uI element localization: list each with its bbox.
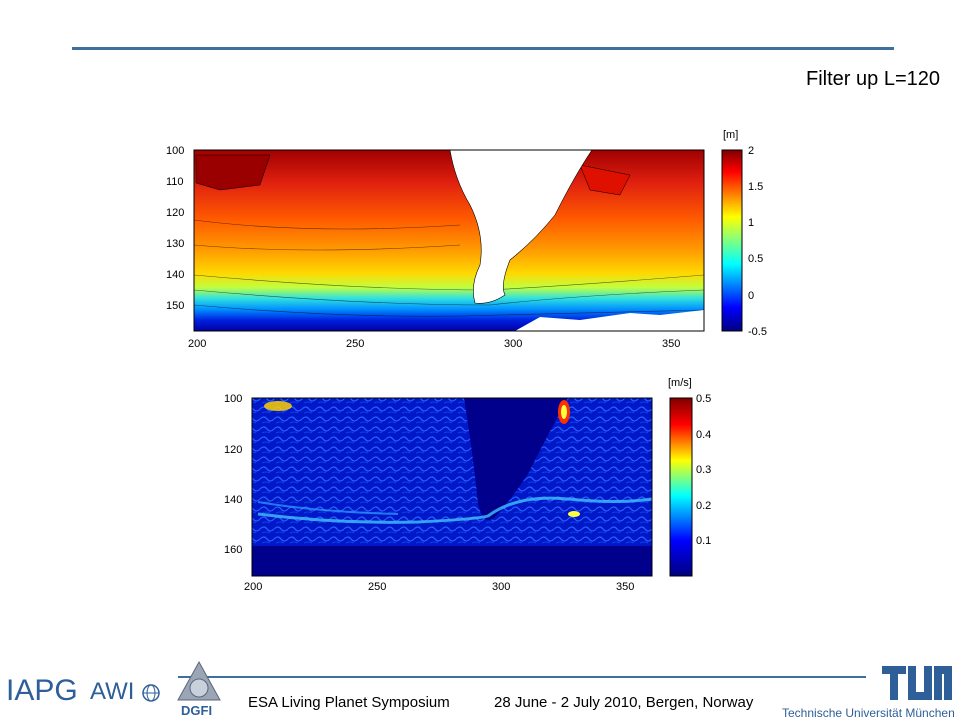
- tum-subtitle: Technische Universität München: [782, 706, 955, 720]
- velocity-axes-frame: [251, 397, 653, 577]
- ssh-map-plot: 100 110 120 130 140 150 200 250 300 350 …: [160, 125, 780, 355]
- footer-dates: 28 June - 2 July 2010, Bergen, Norway: [494, 694, 754, 711]
- velocity-colorbar-tick: 0.3: [696, 464, 711, 476]
- velocity-colorbar-tick: 0.4: [696, 429, 711, 441]
- ssh-colorbar-tick: -0.5: [748, 326, 767, 338]
- ssh-y-tick: 140: [166, 269, 184, 281]
- velocity-y-tick: 140: [224, 494, 242, 506]
- velocity-colorbar-tick: 0.5: [696, 393, 711, 405]
- velocity-colorbar-unit: [m/s]: [668, 377, 692, 389]
- velocity-map-svg: 100 120 140 160 200 250 300 350 [m/s] 0.…: [224, 377, 711, 593]
- velocity-x-tick: 350: [616, 581, 634, 593]
- velocity-x-tick: 300: [492, 581, 510, 593]
- ssh-colorbar-tick: 1.5: [748, 181, 763, 193]
- velocity-colorbar: [669, 397, 693, 577]
- velocity-colorbar-tick: 0.2: [696, 500, 711, 512]
- ssh-x-tick: 200: [188, 338, 206, 350]
- velocity-y-tick: 160: [224, 544, 242, 556]
- awi-logo: AWI: [90, 678, 161, 706]
- ssh-y-tick: 130: [166, 238, 184, 250]
- landmass: [449, 149, 593, 304]
- dgfi-logo-text: DGFI: [181, 703, 212, 718]
- ssh-colorbar-tick: 2: [748, 145, 754, 157]
- ssh-max-region: [195, 154, 271, 191]
- ssh-y-tick: 120: [166, 207, 184, 219]
- slide-title: Filter up L=120: [806, 68, 940, 90]
- awi-logo-text: AWI: [90, 678, 135, 705]
- ssh-colorbar-tick: 0: [748, 290, 754, 302]
- ssh-colorbar-tick: 1: [748, 217, 754, 229]
- ssh-y-tick: 110: [166, 176, 184, 188]
- ssh-colorbar-unit: [m]: [723, 129, 738, 141]
- velocity-x-tick: 200: [244, 581, 262, 593]
- ssh-x-tick: 300: [504, 338, 522, 350]
- iapg-logo: IAPG: [6, 674, 78, 707]
- velocity-y-tick: 100: [224, 393, 242, 405]
- tum-logo-mark: [882, 666, 952, 700]
- ssh-map-svg: 100 110 120 130 140 150 200 250 300 350 …: [166, 129, 767, 350]
- tum-logo: [880, 664, 954, 707]
- ssh-x-tick: 250: [346, 338, 364, 350]
- velocity-y-tick: 120: [224, 444, 242, 456]
- ssh-colorbar: [721, 149, 743, 332]
- ssh-axes-frame: [193, 149, 705, 332]
- title-rule: [72, 47, 894, 50]
- dgfi-pyramid-icon: DGFI: [177, 660, 221, 718]
- velocity-map-plot: 100 120 140 160 200 250 300 350 [m/s] 0.…: [218, 374, 728, 596]
- dgfi-logo: DGFI: [176, 660, 222, 723]
- ssh-y-tick: 100: [166, 145, 184, 157]
- ssh-y-tick: 150: [166, 300, 184, 312]
- velocity-x-tick: 250: [368, 581, 386, 593]
- globe-icon: [142, 683, 160, 702]
- ssh-x-tick: 350: [662, 338, 680, 350]
- footer-rule: [178, 676, 866, 678]
- ssh-colorbar-tick: 0.5: [748, 253, 763, 265]
- footer-event: ESA Living Planet Symposium: [248, 694, 450, 711]
- velocity-colorbar-tick: 0.1: [696, 535, 711, 547]
